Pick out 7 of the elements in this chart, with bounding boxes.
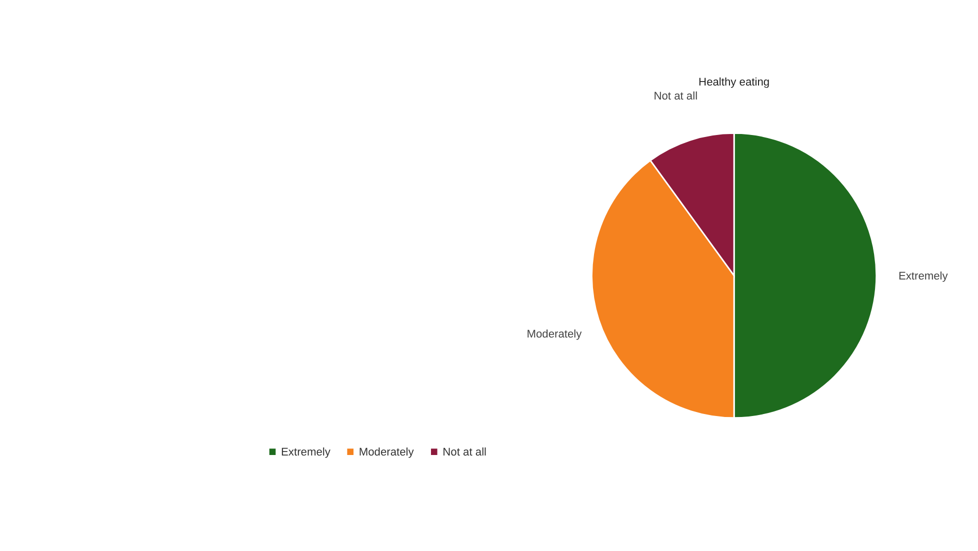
legend-label: Not at all: [442, 446, 486, 459]
slice-label: Extremely: [898, 270, 948, 282]
legend-label: Moderately: [358, 446, 414, 459]
chart-title: Healthy eating: [698, 76, 770, 88]
legend-label: Extremely: [281, 446, 331, 459]
slice-label: Not at all: [654, 90, 698, 102]
slice-label: Moderately: [526, 328, 582, 341]
